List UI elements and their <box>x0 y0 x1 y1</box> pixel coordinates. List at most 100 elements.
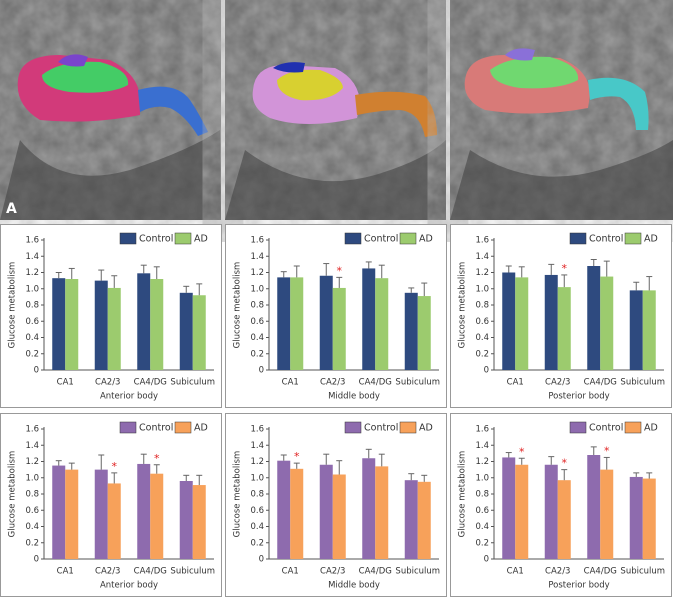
y-tick-label: 0.2 <box>250 349 264 359</box>
x-tick-label: Subiculum <box>170 567 215 577</box>
bar <box>179 292 193 370</box>
error-bar <box>518 457 525 465</box>
bar <box>332 287 346 370</box>
y-tick-label: 1.4 <box>250 441 264 451</box>
error-bar <box>98 454 105 470</box>
bar <box>515 277 529 370</box>
significance-star: * <box>562 262 568 275</box>
legend-swatch <box>119 232 137 245</box>
bar <box>629 290 643 370</box>
significance-star: * <box>604 444 610 457</box>
error-bar <box>421 282 428 297</box>
bar-chart: 0 0.2 0.4 0.6 0.8 1.0 1.2 1.4 1.6 Glucose metabol… <box>0 224 222 408</box>
legend-swatch <box>624 421 642 434</box>
bar <box>600 276 614 370</box>
error-bar <box>196 474 203 486</box>
x-tick-label: CA1 <box>282 378 299 388</box>
y-tick-label: 1.6 <box>25 425 39 435</box>
error-bar <box>336 460 343 475</box>
error-bar <box>408 287 415 293</box>
x-axis-label: Posterior body <box>548 392 609 402</box>
error-bar <box>280 454 287 461</box>
y-tick-label: 1.6 <box>250 236 264 246</box>
bar <box>417 481 431 559</box>
legend-swatch <box>174 232 192 245</box>
error-bar <box>365 448 372 459</box>
y-tick-label: 0 <box>484 366 489 376</box>
error-bar <box>505 452 512 458</box>
y-tick-label: 1.2 <box>250 457 264 467</box>
bar <box>515 464 529 559</box>
y-tick-label: 0 <box>484 555 489 565</box>
x-tick-label: CA1 <box>57 567 74 577</box>
mri-shade <box>0 130 221 220</box>
x-axis-label: Anterior body <box>100 581 158 591</box>
y-tick-label: 1.0 <box>250 473 264 483</box>
bar <box>137 273 151 370</box>
legend-swatch <box>344 232 362 245</box>
subiculum-region <box>355 91 437 137</box>
bar <box>375 278 389 370</box>
bar <box>629 476 643 559</box>
significance-star: * <box>519 445 525 458</box>
error-bar <box>408 473 415 481</box>
y-tick-label: 0.6 <box>25 506 39 516</box>
y-axis-label: Glucose metabolism <box>458 262 468 349</box>
error-bar <box>548 263 555 275</box>
y-tick-label: 0 <box>34 555 39 565</box>
x-tick-label: CA2/3 <box>95 567 120 577</box>
error-bar <box>183 474 190 481</box>
legend-swatch <box>569 421 587 434</box>
y-axis-label: Glucose metabolism <box>458 451 468 538</box>
significance-star: * <box>562 457 568 470</box>
error-bar <box>293 265 300 278</box>
y-tick-label: 1.6 <box>475 425 489 435</box>
y-tick-label: 0 <box>34 366 39 376</box>
x-tick-label: Subiculum <box>170 378 215 388</box>
y-tick-label: 1.4 <box>25 441 39 451</box>
x-tick-label: CA4/DG <box>584 378 617 388</box>
x-tick-label: CA1 <box>507 378 524 388</box>
significance-star: * <box>154 452 160 465</box>
y-tick-label: 0.4 <box>250 333 264 343</box>
error-bar <box>633 281 640 291</box>
legend-label: AD <box>419 423 433 434</box>
x-tick-label: CA2/3 <box>95 378 120 388</box>
y-tick-label: 1.2 <box>475 457 489 467</box>
bar <box>404 292 418 370</box>
y-tick-label: 0 <box>259 555 264 565</box>
legend-swatch <box>569 232 587 245</box>
y-axis-label: Glucose metabolism <box>233 451 243 538</box>
error-bar <box>518 266 525 278</box>
y-tick-label: 1.0 <box>475 284 489 294</box>
ca2-region <box>273 62 305 73</box>
ca2-region <box>505 48 535 61</box>
legend-swatch <box>174 421 192 434</box>
bar <box>557 480 571 559</box>
x-axis-label: Middle body <box>328 392 380 402</box>
bar <box>319 464 333 559</box>
x-tick-label: CA2/3 <box>545 567 570 577</box>
error-bar <box>646 276 653 291</box>
bar <box>65 279 79 370</box>
bar <box>65 469 79 559</box>
bar <box>52 278 66 370</box>
error-bar <box>378 264 385 279</box>
ca2-region <box>58 54 88 67</box>
error-bar <box>590 259 597 266</box>
x-tick-label: CA1 <box>507 567 524 577</box>
y-tick-label: 0.2 <box>475 349 489 359</box>
legend-label: Control <box>589 423 623 434</box>
error-bar <box>55 272 62 279</box>
subiculum-region <box>138 86 208 136</box>
x-tick-label: CA1 <box>282 567 299 577</box>
y-tick-label: 0.6 <box>250 506 264 516</box>
y-tick-label: 0.4 <box>475 333 489 343</box>
significance-star: * <box>294 450 300 463</box>
significance-star: * <box>337 264 343 277</box>
bar <box>544 464 558 559</box>
error-bar <box>548 456 555 465</box>
legend-label: Control <box>139 423 173 434</box>
x-axis-label: Anterior body <box>100 392 158 402</box>
error-bar <box>603 456 610 470</box>
